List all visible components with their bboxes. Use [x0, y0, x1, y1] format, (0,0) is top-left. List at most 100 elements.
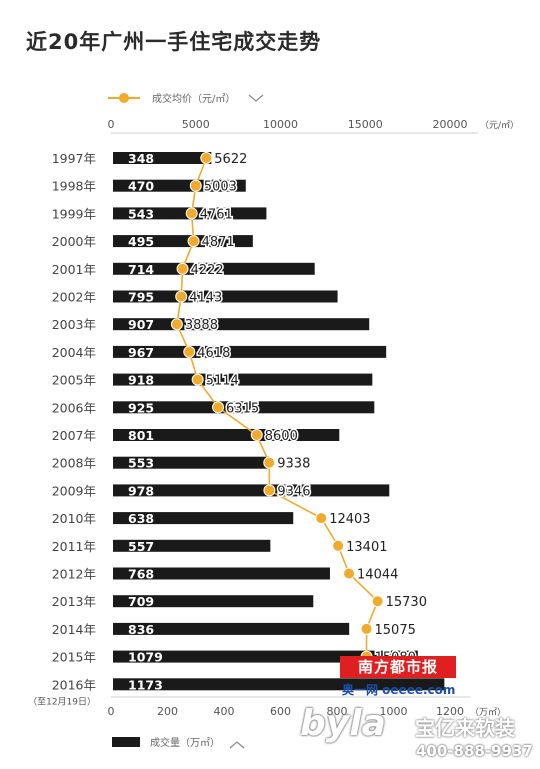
- volume-value-label: 1079: [128, 650, 163, 665]
- price-axis: 0 5000 10000 15000 20000 （元/㎡）: [108, 118, 519, 134]
- volume-value-label: 553: [128, 456, 154, 471]
- legend-volume-swatch: [112, 737, 140, 747]
- volume-value-label: 836: [128, 622, 154, 637]
- volume-value-label: 714: [128, 262, 154, 277]
- volume-tick-label: 1200: [436, 705, 464, 718]
- volume-value-label: 978: [128, 483, 154, 498]
- volume-value-label: 557: [128, 539, 154, 554]
- volume-axis: 0 200 400 600 800 1000 1200 （万㎡）: [108, 696, 506, 718]
- volume-tick-label: 1000: [380, 705, 408, 718]
- legend-volume[interactable]: 成交量（万㎡）: [112, 736, 245, 749]
- watermark-brand: 宝亿来软装: [415, 716, 515, 740]
- volume-value-label: 495: [128, 234, 154, 249]
- volume-value-label: 1173: [128, 677, 163, 692]
- price-point: [170, 318, 183, 331]
- legend-price[interactable]: 成交均价（元/㎡）: [108, 92, 264, 105]
- legend-price-label: 成交均价（元/㎡）: [152, 92, 235, 105]
- volume-value-label: 918: [128, 373, 154, 388]
- volume-axis-unit: （万㎡）: [470, 707, 506, 718]
- volume-value-label: 348: [128, 151, 154, 166]
- category-label: 2003年: [52, 317, 96, 332]
- volume-bar: [113, 512, 294, 525]
- volume-bar: [113, 429, 340, 441]
- price-value-label: 4618: [197, 346, 230, 361]
- watermark-site: 奥一网 oeeee.com: [342, 683, 456, 697]
- volume-tick-label: 0: [108, 705, 115, 718]
- category-label: 2002年: [52, 290, 96, 305]
- volume-value-label: 543: [128, 206, 154, 221]
- price-value-label: 6315: [226, 401, 259, 416]
- price-point: [212, 401, 225, 414]
- price-value-label: 8600: [265, 429, 298, 444]
- price-value-label: 9346: [277, 484, 310, 499]
- volume-bar: [113, 152, 212, 164]
- watermark-phone: 400-888-9937: [416, 742, 533, 760]
- volume-bar: [113, 262, 315, 275]
- volume-value-label: 967: [128, 345, 154, 360]
- category-labels: 1997年 1998年 1999年 2000年 2001年 2002年 2003年 2004年…: [28, 151, 96, 707]
- price-point: [176, 262, 189, 275]
- category-label: 2005年: [52, 373, 96, 388]
- volume-bar: [113, 595, 314, 608]
- volume-value-label: 795: [128, 290, 154, 305]
- volume-bar: [113, 373, 373, 386]
- price-value-label: 13401: [346, 540, 387, 555]
- price-point: [263, 456, 276, 469]
- volume-value-label: 768: [128, 567, 154, 582]
- price-tick-label: 10000: [263, 118, 298, 131]
- category-label: 2016年: [52, 677, 96, 692]
- category-label: 2012年: [52, 567, 96, 582]
- category-label: 2015年: [52, 650, 96, 665]
- volume-tick-label: 200: [157, 705, 178, 718]
- price-point: [185, 207, 198, 220]
- price-value-label: 4871: [202, 235, 235, 250]
- volume-tick-label: 400: [214, 705, 235, 718]
- price-value-label: 14044: [357, 568, 398, 583]
- volume-value-label: 709: [128, 594, 154, 609]
- category-label: 2001年: [52, 262, 96, 277]
- category-label: 2000年: [52, 234, 96, 249]
- volume-value-label: 638: [128, 511, 154, 526]
- price-value-label: 15075: [375, 623, 416, 638]
- volume-bars: 348 470 543 495 714 795 907 967 918 925 801 553 978 6…: [113, 151, 445, 692]
- category-note: （至12月19日）: [28, 696, 96, 707]
- price-value-label: 15730: [386, 595, 427, 610]
- volume-bar: [113, 567, 330, 580]
- legend-price-marker: [119, 93, 129, 103]
- category-label: 2009年: [52, 483, 96, 498]
- volume-bar: [113, 484, 390, 497]
- volume-value-label: 470: [128, 179, 154, 194]
- price-line: 5622 5003 4761 4871 4222 4143 3888 4618 5114 6315…: [170, 151, 428, 667]
- chevron-down-icon: [248, 94, 264, 102]
- legend-volume-label: 成交量（万㎡）: [150, 736, 220, 749]
- price-value-label: 4761: [200, 207, 233, 222]
- price-value-label: 5114: [206, 374, 239, 389]
- price-value-label: 4222: [191, 263, 224, 278]
- price-value-label: 5003: [204, 180, 237, 195]
- volume-bar: [113, 622, 350, 635]
- price-point: [250, 429, 263, 441]
- chart-title: 近20年广州一手住宅成交走势: [26, 30, 322, 54]
- price-point: [200, 152, 213, 164]
- volume-tick-label: 800: [327, 705, 348, 718]
- category-label: 1998年: [52, 179, 96, 194]
- price-tick-label: 15000: [348, 118, 383, 131]
- price-point: [315, 512, 328, 525]
- category-label: 2011年: [52, 539, 96, 554]
- price-value-label: 5622: [214, 152, 247, 167]
- price-point: [332, 539, 345, 552]
- category-label: 1997年: [52, 151, 96, 166]
- watermark-logo: byla: [300, 703, 386, 744]
- price-tick-label: 0: [108, 118, 115, 131]
- price-value-label: 4143: [189, 291, 222, 306]
- price-axis-unit: （元/㎡）: [480, 120, 519, 131]
- volume-bar: [113, 539, 271, 552]
- category-label: 2008年: [52, 456, 96, 471]
- price-tick-label: 5000: [182, 118, 210, 131]
- volume-bar: [113, 401, 375, 414]
- price-point: [183, 345, 196, 358]
- price-value-label: 3888: [185, 318, 218, 333]
- watermark-newspaper: 南方都市报: [340, 656, 456, 678]
- price-point: [263, 484, 276, 497]
- price-point: [343, 567, 356, 580]
